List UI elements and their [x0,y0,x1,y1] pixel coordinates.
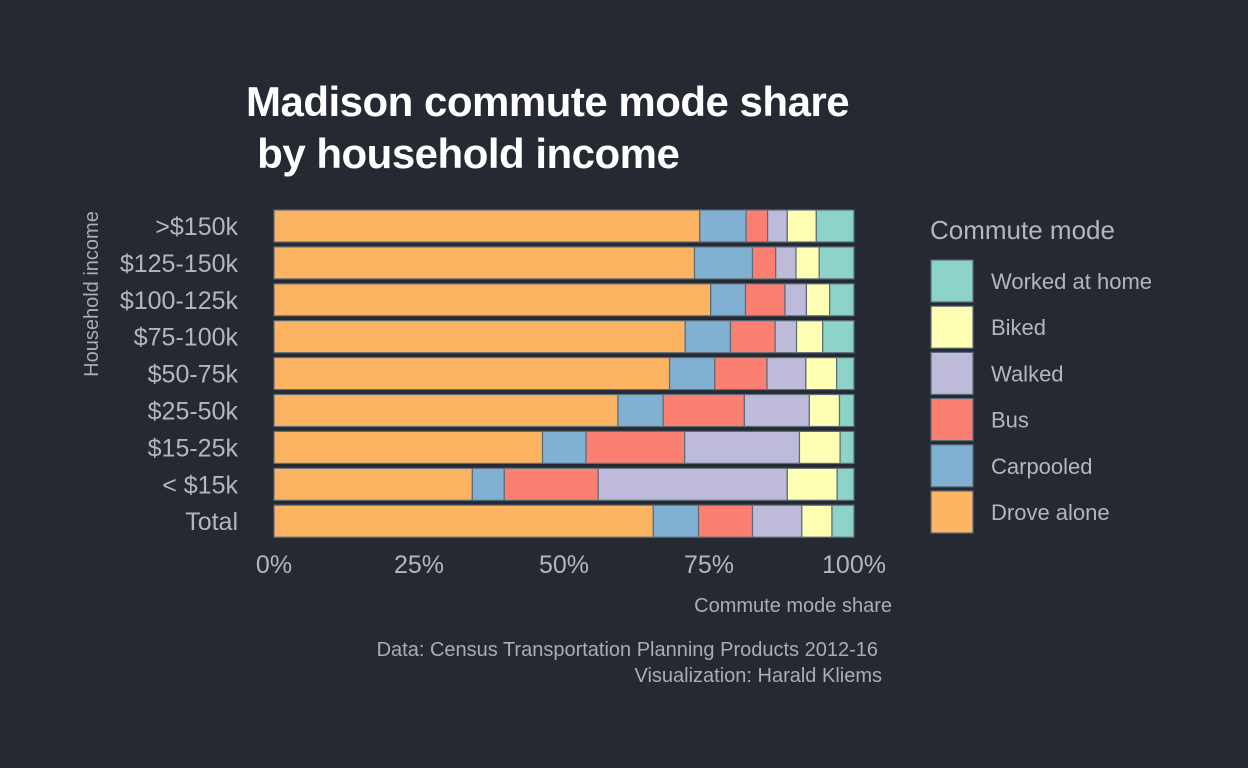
bar-segment-total-walked [751,504,803,538]
x-axis-ticks: 0% 25% 50% 75% 100% [256,551,886,579]
bar-segment-150k-walked [766,209,788,243]
y-axis-ticks: >$150k $125-150k $100-125k $75-100k $50-75k $… [120,213,239,536]
bar-segment-15k-carpooled [471,467,505,501]
legend-swatch-worked-at-home [930,259,974,303]
bar-segment-100-125k-walked [784,283,808,317]
chart-title: Madison commute mode share by household … [246,78,850,177]
legend-items: Worked at home Biked Walked Bus Carpooled Dro… [930,259,1152,534]
y-tick-label: $50-75k [148,361,239,389]
y-axis-title: Household income [81,211,103,377]
legend-swatch-carpooled [930,444,974,488]
bar-segment-125-150k-biked [795,246,820,280]
y-tick-label: $15-25k [148,434,239,462]
y-tick-label: < $15k [162,471,238,499]
bar-segment-125-150k-bus [751,246,777,280]
bar-segment-15-25k-carpooled [541,430,587,464]
x-axis-title: Commute mode share [694,595,892,617]
bar-segment-75-100k-drove-alone [273,320,686,354]
legend-swatch-walked [930,351,974,395]
y-tick-label: $25-50k [148,398,239,426]
bar-segment-total-worked-at-home [831,504,855,538]
y-tick-label: $100-125k [120,287,239,315]
bar-segment-15-25k-worked-at-home [839,430,855,464]
bar-segment-15-25k-biked [798,430,841,464]
legend-label-drove-alone: Drove alone [991,500,1110,525]
bar-segment-15k-biked [786,467,838,501]
bar-segment-15-25k-drove-alone [273,430,544,464]
legend: Commute mode Worked at home Biked Walked Bu… [930,215,1152,534]
legend-label-carpooled: Carpooled [991,454,1093,479]
bar-segment-25-50k-bus [662,393,745,428]
legend-swatch-biked [930,305,974,349]
legend-swatch-drove-alone [930,490,974,534]
bar-segment-100-125k-bus [744,283,786,317]
x-tick-label: 50% [539,551,589,579]
plot-area [273,209,855,538]
bar-segment-125-150k-worked-at-home [818,246,855,280]
y-tick-label: $125-150k [120,250,239,278]
legend-title: Commute mode [930,215,1115,245]
bar-segment-25-50k-worked-at-home [838,393,855,428]
bar-segment-50-75k-bus [714,357,768,391]
bar-segment-50-75k-drove-alone [273,357,671,391]
legend-label-worked-at-home: Worked at home [991,269,1152,294]
y-tick-label: >$150k [155,213,238,241]
bar-segment-125-150k-walked [775,246,797,280]
bar-segment-100-125k-biked [805,283,831,317]
bar-segment-15k-worked-at-home [836,467,855,501]
bar-segment-50-75k-biked [805,357,838,391]
bar-segment-150k-drove-alone [273,209,701,243]
bar-segment-15k-walked [597,467,788,501]
bar-segment-25-50k-walked [743,393,810,428]
x-tick-label: 100% [822,551,886,579]
caption-visualization-credit: Visualization: Harald Kliems [634,665,882,687]
bar-segment-50-75k-walked [766,357,807,391]
bar-segment-150k-bus [745,209,769,243]
bar-segment-50-75k-worked-at-home [835,357,855,391]
y-tick-label: Total [185,508,238,536]
x-tick-label: 25% [394,551,444,579]
bar-segment-100-125k-carpooled [710,283,747,317]
bar-segment-150k-worked-at-home [815,209,855,243]
bar-segment-25-50k-drove-alone [273,393,619,428]
legend-label-walked: Walked [991,361,1064,386]
bar-segment-25-50k-carpooled [617,393,664,428]
x-tick-label: 0% [256,551,292,579]
bar-segment-50-75k-carpooled [668,357,716,391]
bar-segment-100-125k-drove-alone [273,283,712,317]
bar-segment-75-100k-bus [729,320,776,354]
bar-segment-15k-bus [503,467,599,501]
bar-segment-total-drove-alone [273,504,654,538]
bar-segment-100-125k-worked-at-home [829,283,855,317]
bar-segment-15k-drove-alone [273,467,473,501]
bar-segment-75-100k-biked [795,320,824,354]
caption-data-source: Data: Census Transportation Planning Pro… [377,639,878,661]
bar-segment-total-bus [697,504,754,538]
bar-segment-75-100k-walked [774,320,798,354]
bar-segment-total-biked [801,504,833,538]
bar-segment-150k-biked [786,209,817,243]
bar-segment-15-25k-walked [684,430,801,464]
bar-segment-75-100k-worked-at-home [822,320,855,354]
bar-segment-150k-carpooled [699,209,747,243]
x-tick-label: 75% [684,551,734,579]
legend-label-biked: Biked [991,315,1046,340]
bar-segment-25-50k-biked [808,393,841,428]
legend-label-bus: Bus [991,408,1029,433]
legend-swatch-bus [930,398,974,442]
bar-segment-total-carpooled [652,504,700,538]
bar-segment-125-150k-drove-alone [273,246,696,280]
bar-segment-75-100k-carpooled [684,320,732,354]
y-tick-label: $75-100k [134,324,239,352]
bar-segment-15-25k-bus [585,430,686,464]
bar-segment-125-150k-carpooled [693,246,754,280]
